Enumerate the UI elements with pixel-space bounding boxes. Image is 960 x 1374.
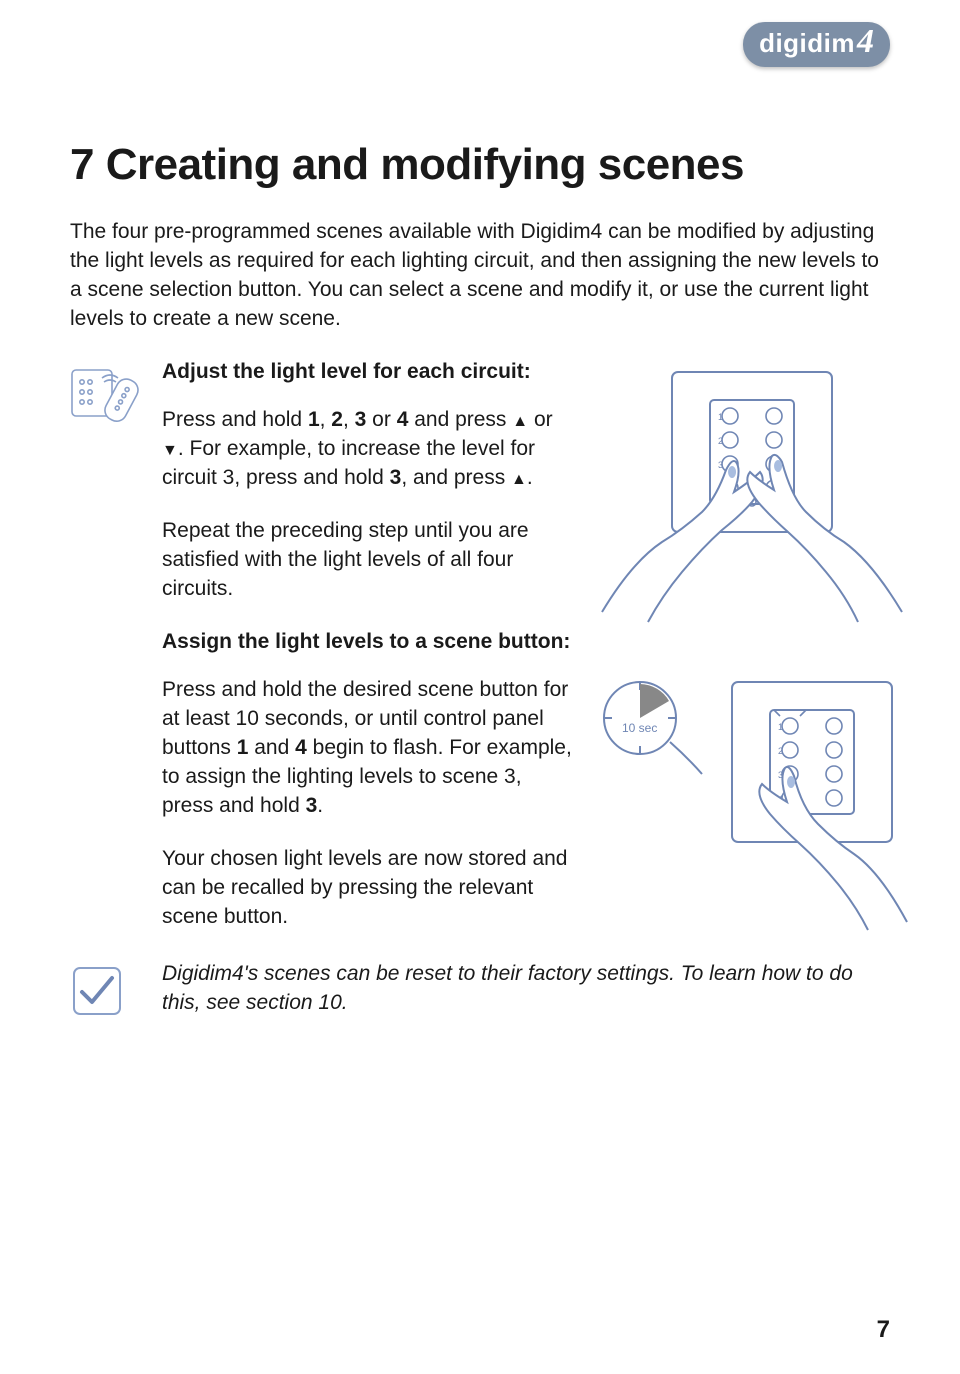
step2-heading: Assign the light levels to a scene butto… [162,628,574,656]
page-title: 7 Creating and modifying scenes [70,140,890,190]
logo-badge: digidim 4 [743,22,890,67]
step1-body1: Press and hold 1, 2, 3 or 4 and press ▲ … [162,406,574,493]
reset-note: Digidim4's scenes can be reset to their … [162,960,890,1018]
illustration-hold-ten-seconds: 10 sec 1 2 3 4 [592,672,912,932]
svg-text:1: 1 [718,412,723,422]
t: and press [408,408,512,431]
svg-text:1: 1 [778,722,783,732]
t: or [528,408,553,431]
t: Press and hold [162,408,308,431]
step2-body2: Your chosen light levels are now stored … [162,845,574,932]
svg-text:2: 2 [778,746,783,756]
t: 4 [397,408,409,431]
t: and [248,736,295,759]
intro-paragraph: The four pre-programmed scenes available… [70,218,890,334]
illustration-adjust-level: 1 2 3 4 [592,362,912,632]
t: 3 [306,794,318,817]
t: 3 [355,408,367,431]
step1-heading: Adjust the light level for each circuit: [162,358,574,386]
page-number: 7 [877,1316,890,1344]
t: 3 [390,466,402,489]
svg-text:3: 3 [718,460,723,470]
t: 2 [331,408,343,431]
t: , [320,408,332,431]
t: 1 [237,736,249,759]
t: 4 [295,736,307,759]
t: or [366,408,396,431]
remote-icon [70,364,148,432]
checkmark-icon [70,964,124,1018]
step2-body1: Press and hold the desired scene button … [162,676,574,821]
t: . [317,794,323,817]
up-arrow-glyph: ▲ [511,471,527,488]
down-arrow-glyph: ▼ [162,442,178,459]
clock-label: 10 sec [622,721,657,735]
t: , and press [401,466,511,489]
t: , [343,408,355,431]
t: . [527,466,533,489]
svg-text:2: 2 [718,436,723,446]
step1-body2: Repeat the preceding step until you are … [162,517,574,604]
logo-four-text: 4 [857,28,874,55]
up-arrow-glyph: ▲ [512,413,528,430]
logo-brand-text: digidim [759,28,855,59]
t: 1 [308,408,320,431]
